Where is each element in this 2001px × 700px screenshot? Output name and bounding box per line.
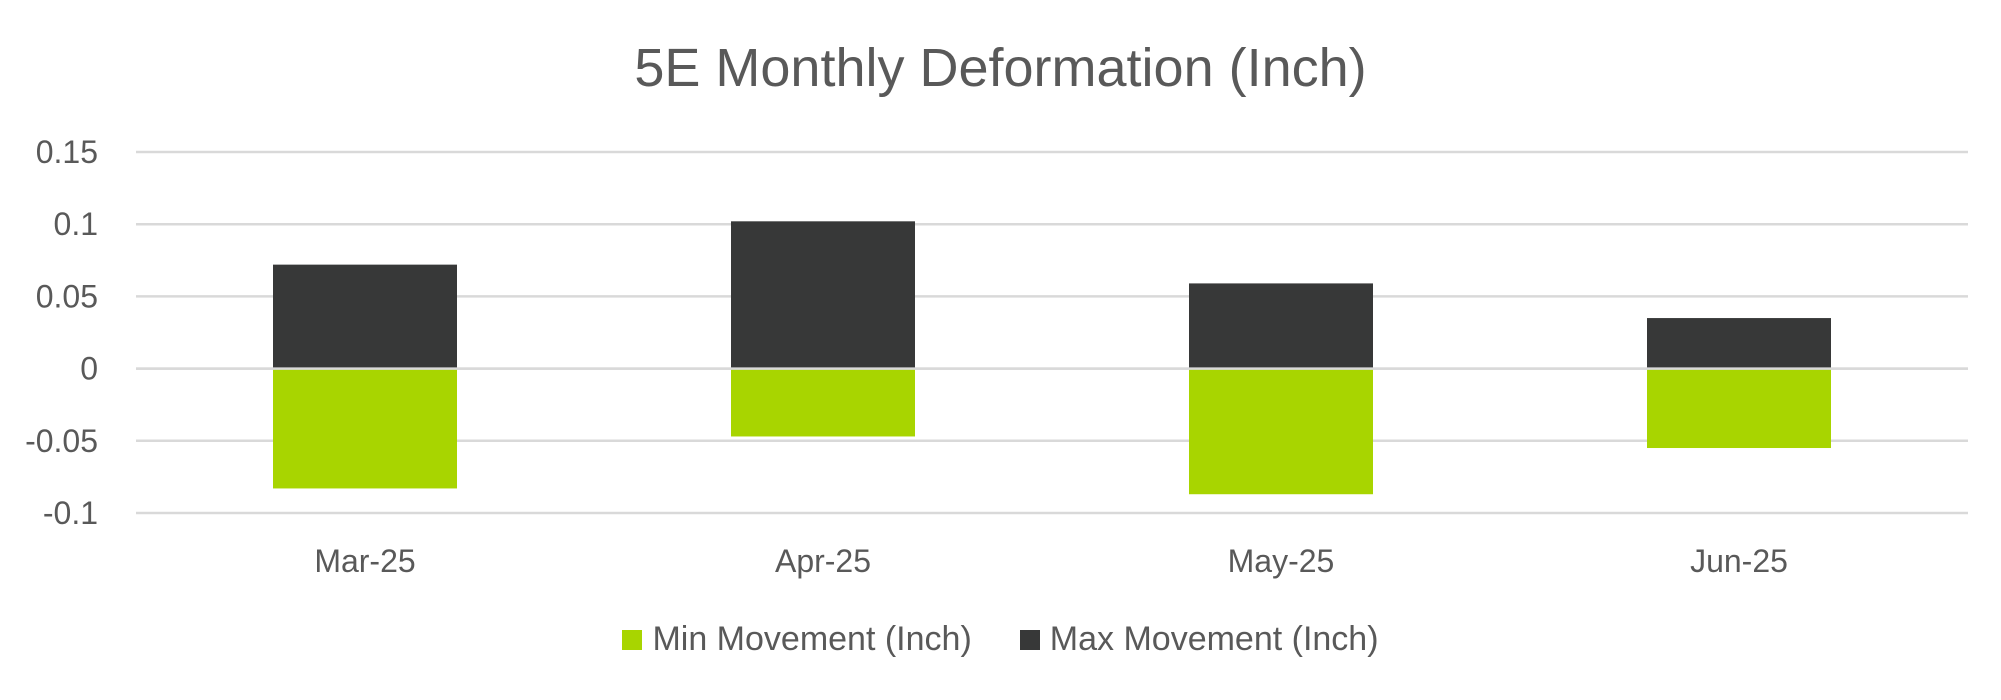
legend-item-min-movement: Min Movement (Inch) [622,620,972,659]
y-tick-label: 0.05 [36,278,98,314]
min-movement-bar-mar-25 [273,368,457,489]
legend-label-min-movement: Min Movement (Inch) [652,620,972,658]
x-tick-label: May-25 [1228,543,1335,579]
max-movement-bar-jun-25 [1647,318,1831,369]
y-tick-label: 0.1 [54,206,98,242]
legend-label-max-movement: Max Movement (Inch) [1049,620,1379,658]
y-tick-label: -0.1 [43,495,98,531]
y-axis-tick-labels: 0.15 0.1 0.05 0 -0.05 -0.1 [25,134,98,531]
x-tick-label: Apr-25 [775,543,871,579]
chart-title: 5E Monthly Deformation (Inch) [634,38,1367,98]
bars [136,221,1968,495]
y-tick-label: -0.05 [25,423,98,459]
x-tick-label: Mar-25 [314,543,415,579]
plot-area: 0.15 0.1 0.05 0 -0.05 -0.1 Mar-25 Apr-25 May-25… [25,134,1968,579]
max-movement-bar-apr-25 [731,221,915,369]
legend-swatch-min-movement [622,629,643,650]
max-movement-bar-mar-25 [273,264,457,369]
legend-swatch-max-movement [1019,629,1040,650]
legend: Min Movement (Inch) Max Movement (Inch) [0,620,2001,659]
x-axis-tick-labels: Mar-25 Apr-25 May-25 Jun-25 [314,543,1788,579]
x-tick-label: Jun-25 [1690,543,1788,579]
min-movement-bar-may-25 [1189,368,1373,495]
y-tick-label: 0.15 [36,134,98,170]
max-movement-bar-may-25 [1189,283,1373,369]
legend-item-max-movement: Max Movement (Inch) [1019,620,1379,659]
y-tick-label: 0 [80,351,98,387]
min-movement-bar-jun-25 [1647,368,1831,449]
min-movement-bar-apr-25 [731,368,915,437]
